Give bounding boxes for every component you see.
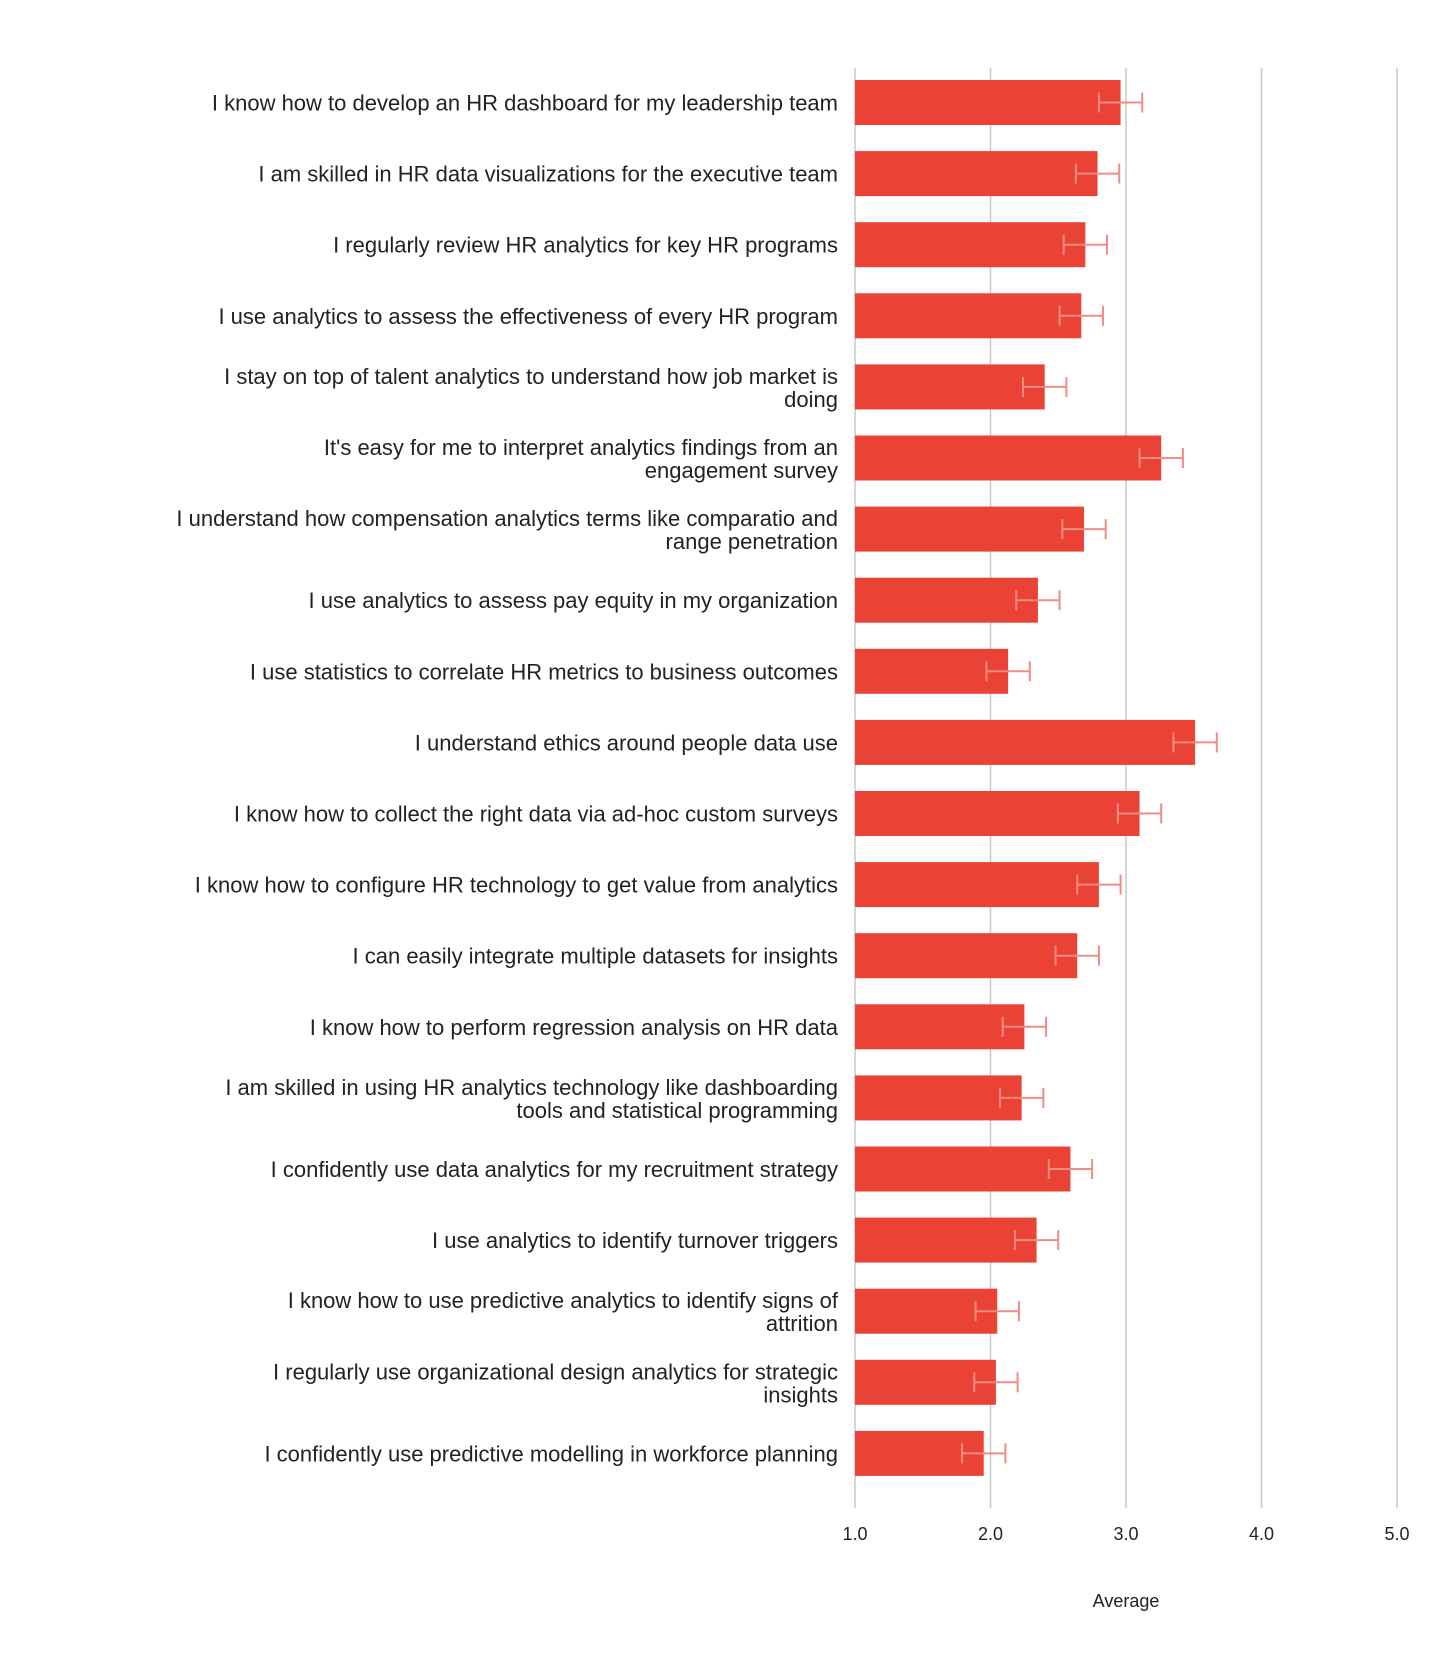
category-label-6: I understand how compensation analytics …	[176, 506, 838, 554]
error-bar-17	[974, 1301, 1020, 1322]
x-axis-title: Average	[1093, 1591, 1160, 1611]
category-label-7: I use analytics to assess pay equity in …	[309, 588, 839, 613]
bar-11	[855, 862, 1099, 908]
bar-0	[855, 80, 1121, 125]
error-bar-12	[1054, 945, 1100, 966]
category-label-5: It's easy for me to interpret analytics …	[324, 435, 838, 483]
bar-6	[855, 506, 1084, 552]
bar-7	[855, 577, 1038, 623]
category-label-13: I know how to perform regression analysi…	[310, 1015, 839, 1040]
error-bar-4	[1022, 376, 1068, 397]
bar-15	[855, 1146, 1071, 1192]
error-bar-5	[1138, 448, 1184, 468]
category-label-8: I use statistics to correlate HR metrics…	[250, 659, 838, 684]
category-label-19: I confidently use predictive modelling i…	[264, 1441, 838, 1466]
category-label-14: I am skilled in using HR analytics techn…	[225, 1075, 838, 1123]
bar-17	[855, 1288, 998, 1334]
error-bar-7	[1015, 590, 1061, 611]
bar-14	[855, 1075, 1022, 1121]
error-bar-13	[1001, 1016, 1048, 1037]
category-label-1: I am skilled in HR data visualizations f…	[258, 162, 838, 187]
x-tick-label-2: 3.0	[1113, 1524, 1138, 1544]
error-bar-16	[1013, 1230, 1060, 1251]
category-label-17: I know how to use predictive analytics t…	[288, 1288, 839, 1336]
bar-3	[855, 293, 1082, 339]
x-tick-label-0: 1.0	[842, 1524, 867, 1544]
error-bar-3	[1058, 305, 1104, 326]
error-bar-19	[961, 1443, 1007, 1464]
category-label-9: I understand ethics around people data u…	[415, 730, 838, 755]
category-labels: I know how to develop an HR dashboard fo…	[176, 91, 838, 1467]
error-bar-6	[1061, 519, 1107, 540]
error-bar-9	[1172, 732, 1218, 753]
bar-5	[855, 435, 1162, 481]
category-label-15: I confidently use data analytics for my …	[271, 1157, 838, 1182]
bar-1	[855, 151, 1098, 197]
bar-4	[855, 364, 1045, 410]
error-bar-2	[1062, 234, 1109, 255]
bar-13	[855, 1004, 1025, 1050]
error-bar-1	[1074, 163, 1121, 184]
x-tick-label-3: 4.0	[1249, 1524, 1274, 1544]
x-tick-label-1: 2.0	[978, 1524, 1003, 1544]
x-tick-labels: 1.0 2.0 3.0 4.0 5.0	[842, 1524, 1409, 1544]
category-label-4: I stay on top of talent analytics to und…	[224, 364, 838, 412]
bars	[855, 80, 1196, 1476]
bar-2	[855, 222, 1086, 268]
bar-16	[855, 1217, 1037, 1263]
error-bar-10	[1116, 803, 1163, 824]
bar-10	[855, 791, 1140, 836]
category-label-18: I regularly use organizational design an…	[273, 1359, 838, 1407]
bar-12	[855, 933, 1078, 979]
bar-9	[855, 719, 1196, 765]
category-label-11: I know how to configure HR technology to…	[195, 873, 838, 898]
category-label-0: I know how to develop an HR dashboard fo…	[212, 91, 838, 116]
x-tick-label-4: 5.0	[1384, 1524, 1409, 1544]
category-label-16: I use analytics to identify turnover tri…	[432, 1228, 838, 1253]
error-bar-14	[998, 1087, 1045, 1108]
error-bar-0	[1097, 92, 1144, 113]
category-label-10: I know how to collect the right data via…	[234, 802, 838, 827]
bar-18	[855, 1359, 996, 1405]
bar-8	[855, 648, 1009, 694]
category-label-2: I regularly review HR analytics for key …	[333, 233, 838, 258]
error-bars	[961, 92, 1218, 1464]
error-bar-8	[985, 661, 1031, 682]
error-bar-15	[1047, 1159, 1094, 1179]
error-bar-18	[973, 1372, 1019, 1393]
category-label-3: I use analytics to assess the effectiven…	[218, 304, 838, 329]
category-label-12: I can easily integrate multiple datasets…	[353, 944, 838, 969]
error-bar-11	[1076, 874, 1122, 895]
